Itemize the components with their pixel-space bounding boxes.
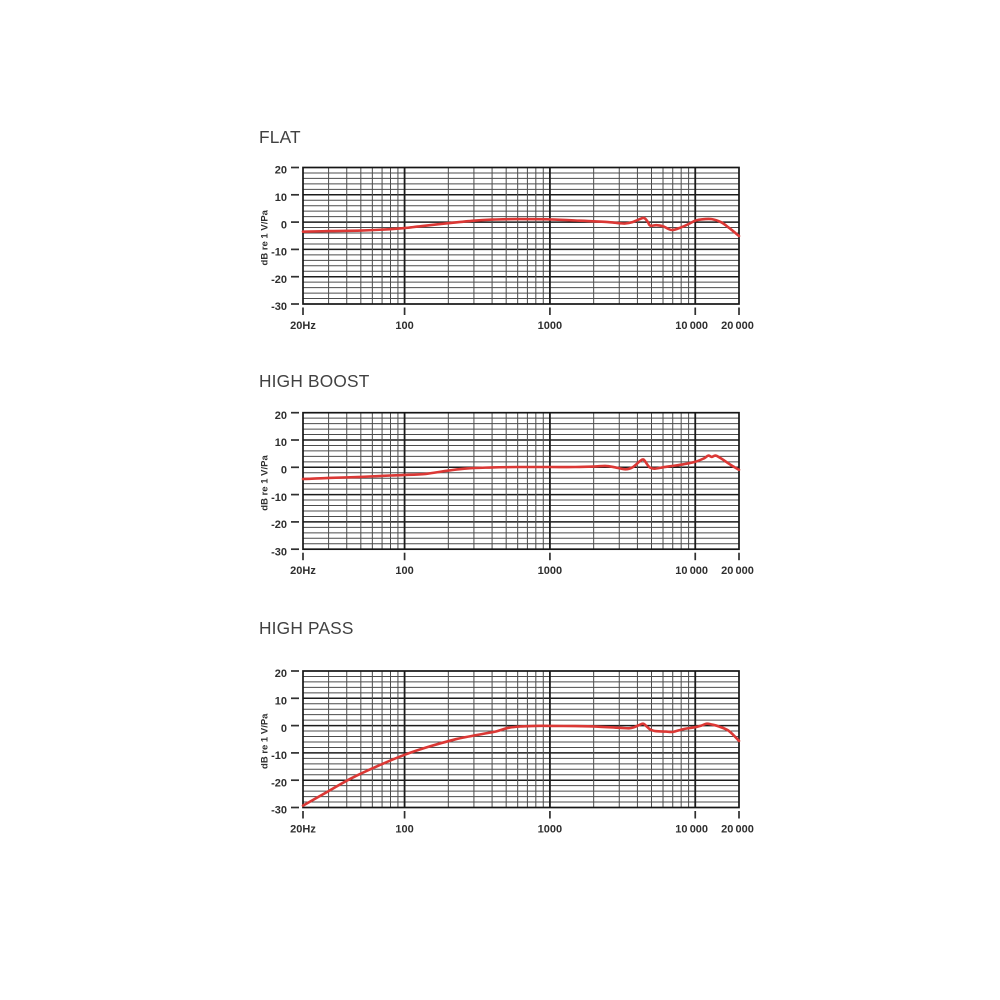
svg-text:1000: 1000 xyxy=(538,565,562,577)
svg-text:100: 100 xyxy=(395,320,413,332)
svg-text:20 000: 20 000 xyxy=(721,565,754,577)
svg-text:20Hz: 20Hz xyxy=(290,565,316,577)
svg-text:10 000: 10 000 xyxy=(675,565,708,577)
svg-text:FLAT: FLAT xyxy=(259,127,301,147)
svg-text:10 000: 10 000 xyxy=(675,320,708,332)
svg-text:10: 10 xyxy=(275,192,287,204)
svg-text:0: 0 xyxy=(281,723,287,735)
svg-text:20: 20 xyxy=(275,668,287,680)
svg-text:10: 10 xyxy=(275,437,287,449)
svg-text:20: 20 xyxy=(275,165,287,177)
svg-text:dB re 1 V/Pa: dB re 1 V/Pa xyxy=(259,455,270,511)
svg-text:HIGH PASS: HIGH PASS xyxy=(259,618,354,638)
svg-text:0: 0 xyxy=(281,219,287,231)
svg-text:100: 100 xyxy=(395,565,413,577)
svg-text:HIGH BOOST: HIGH BOOST xyxy=(259,371,370,391)
svg-text:20: 20 xyxy=(275,410,287,422)
svg-text:-20: -20 xyxy=(271,777,287,789)
svg-text:1000: 1000 xyxy=(538,320,562,332)
svg-text:20 000: 20 000 xyxy=(721,320,754,332)
svg-text:20 000: 20 000 xyxy=(721,824,754,836)
svg-text:dB re 1 V/Pa: dB re 1 V/Pa xyxy=(259,713,270,769)
svg-text:10: 10 xyxy=(275,696,287,708)
svg-text:10 000: 10 000 xyxy=(675,824,708,836)
svg-text:-30: -30 xyxy=(271,805,287,817)
svg-text:20Hz: 20Hz xyxy=(290,824,316,836)
svg-text:20Hz: 20Hz xyxy=(290,320,316,332)
svg-text:dB re 1 V/Pa: dB re 1 V/Pa xyxy=(259,209,270,265)
svg-text:-10: -10 xyxy=(271,247,287,259)
svg-text:-20: -20 xyxy=(271,274,287,286)
svg-text:-10: -10 xyxy=(271,750,287,762)
svg-text:-10: -10 xyxy=(271,492,287,504)
svg-text:1000: 1000 xyxy=(538,824,562,836)
svg-text:100: 100 xyxy=(395,824,413,836)
svg-text:-20: -20 xyxy=(271,519,287,531)
svg-text:-30: -30 xyxy=(271,546,287,558)
svg-text:-30: -30 xyxy=(271,301,287,313)
svg-text:0: 0 xyxy=(281,465,287,477)
